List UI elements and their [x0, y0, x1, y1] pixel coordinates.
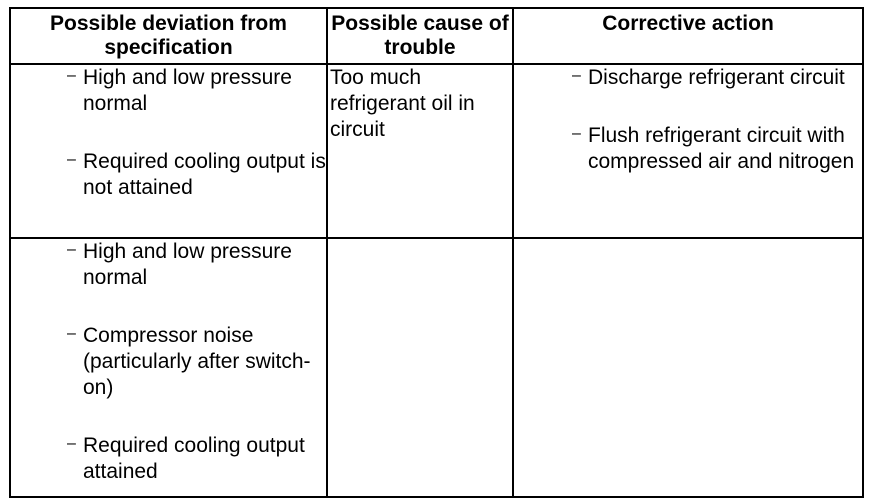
list-item-text: Compressor noise (particularly after swi…: [83, 324, 311, 399]
list-item-text: Discharge refrigerant circuit: [588, 66, 845, 89]
bullet-dash: –: [67, 151, 76, 168]
bullet-dash: –: [67, 241, 76, 258]
troubleshooting-table: Possible deviation from specification Po…: [9, 7, 864, 498]
list-item-text: Required cooling output is not attained: [83, 150, 326, 199]
deviation-list: – High and low pressure normal – Require…: [11, 65, 326, 201]
deviation-list: – High and low pressure normal – Compres…: [11, 239, 326, 485]
list-item-text: High and low pressure normal: [83, 66, 292, 115]
bullet-dash: –: [572, 67, 581, 84]
bullet-dash: –: [67, 325, 76, 342]
deviation-cell: – High and low pressure normal – Require…: [9, 63, 328, 239]
header-row: Possible deviation from specification Po…: [9, 7, 864, 65]
deviation-cell: – High and low pressure normal – Compres…: [9, 237, 328, 498]
bullet-dash: –: [67, 67, 76, 84]
action-cell: [512, 237, 864, 498]
cause-text: Too much refrigerant oil in circuit: [330, 66, 475, 141]
cause-cell: Too much refrigerant oil in circuit: [326, 63, 514, 239]
list-item-text: Flush refrigerant circuit with compresse…: [588, 124, 855, 173]
table-row: – High and low pressure normal – Require…: [9, 63, 864, 239]
action-list: – Discharge refrigerant circuit – Flush …: [514, 65, 862, 175]
list-item-text: Required cooling output attained: [83, 434, 305, 483]
cause-cell: [326, 237, 514, 498]
bullet-dash: –: [67, 435, 76, 452]
table-row: – High and low pressure normal – Compres…: [9, 237, 864, 498]
list-item: – Flush refrigerant circuit with compres…: [514, 123, 862, 175]
header-deviation: Possible deviation from specification: [9, 7, 328, 65]
list-item: – Compressor noise (particularly after s…: [11, 323, 326, 401]
list-item-text: High and low pressure normal: [83, 240, 292, 289]
list-item: – Required cooling output attained: [11, 433, 326, 485]
action-cell: – Discharge refrigerant circuit – Flush …: [512, 63, 864, 239]
list-item: – Required cooling output is not attaine…: [11, 149, 326, 201]
header-action: Corrective action: [512, 7, 864, 65]
bullet-dash: –: [572, 125, 581, 142]
header-cause: Possible cause of trouble: [326, 7, 514, 65]
list-item: – High and low pressure normal: [11, 65, 326, 117]
list-item: – Discharge refrigerant circuit: [514, 65, 862, 91]
list-item: – High and low pressure normal: [11, 239, 326, 291]
